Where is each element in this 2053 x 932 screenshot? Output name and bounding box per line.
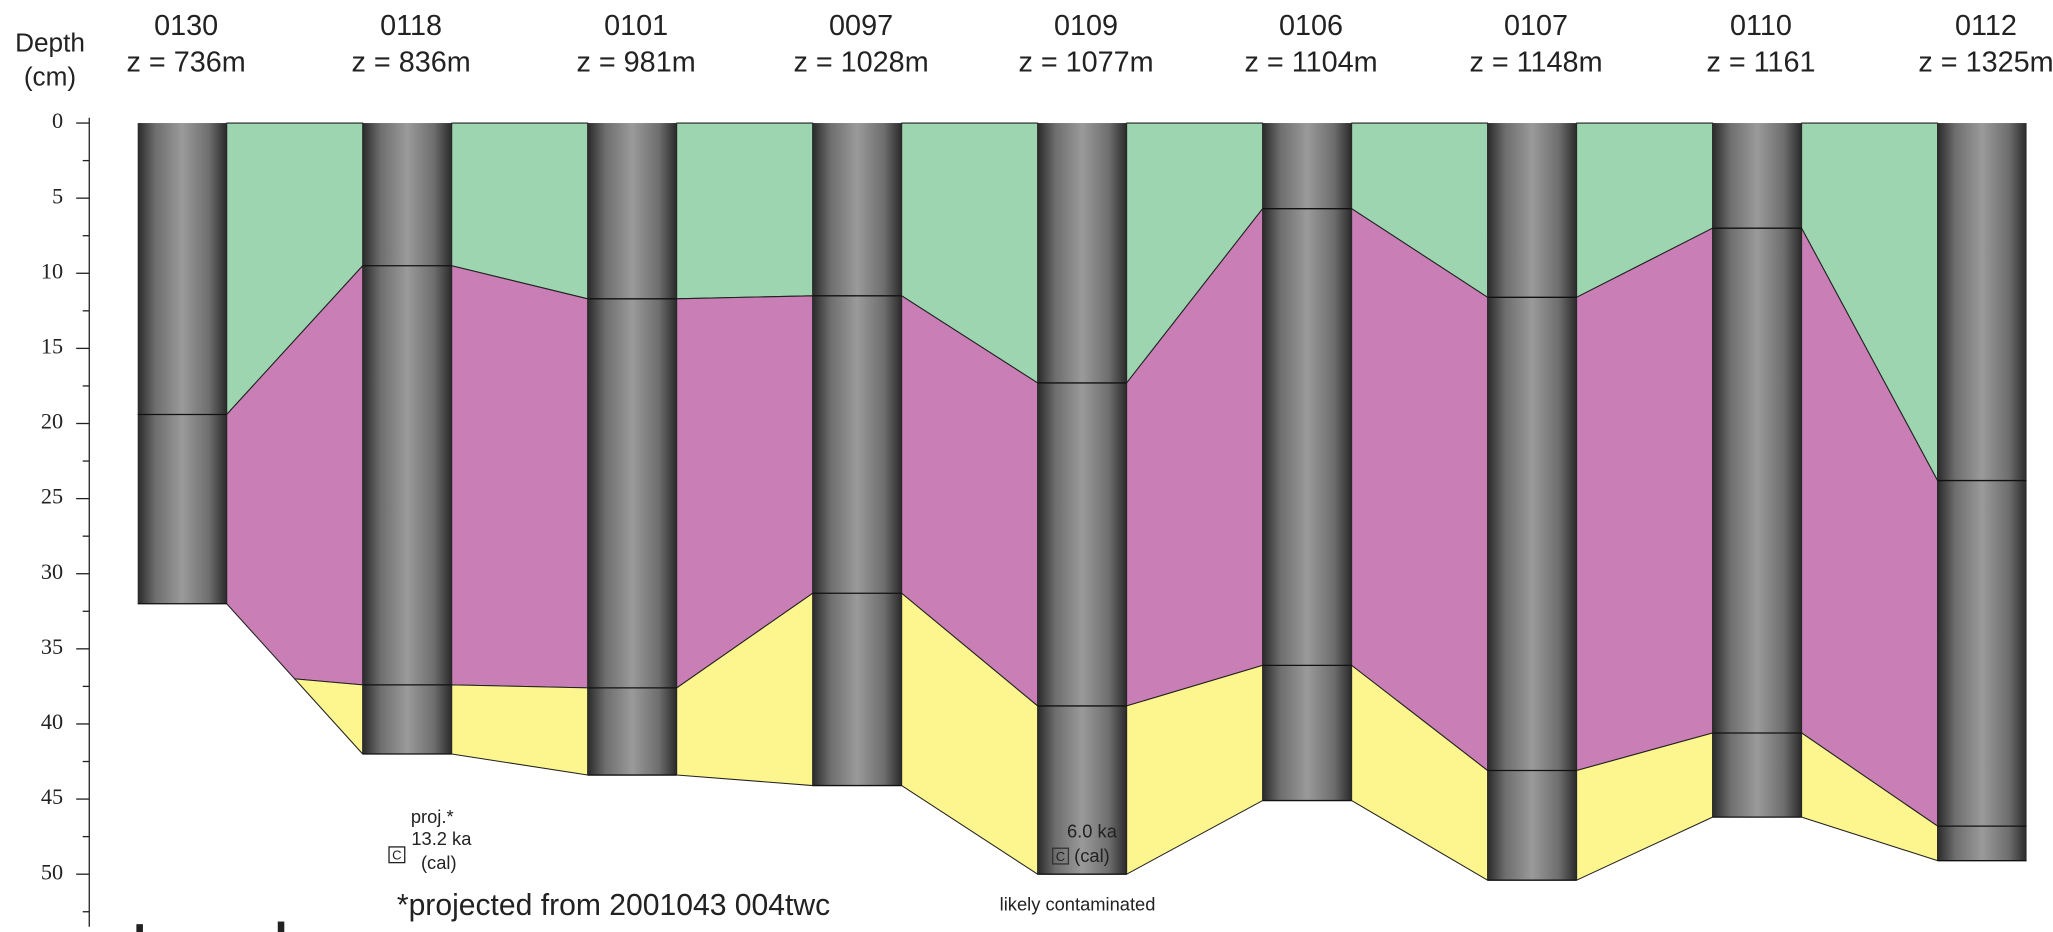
y-label: Depth bbox=[15, 27, 85, 57]
y-tick-label: 30 bbox=[41, 559, 63, 584]
unit-fill bbox=[452, 685, 588, 775]
core bbox=[1488, 123, 1577, 880]
y-tick-label: 50 bbox=[41, 859, 63, 884]
core-name: 0130 bbox=[154, 10, 218, 42]
y-tick-label: 0 bbox=[52, 108, 63, 133]
core-elevation: z = 1077m bbox=[1018, 47, 1153, 79]
y-tick-label: 25 bbox=[41, 484, 63, 509]
y-tick-label: 10 bbox=[41, 258, 63, 283]
chart: Depth (cm) 0130 z = 736m 0118 z = 836m 0101 z… bbox=[0, 0, 2053, 932]
core-elevation: z = 1104m bbox=[1245, 47, 1378, 79]
core-name: 0097 bbox=[829, 10, 893, 42]
core bbox=[1038, 123, 1127, 874]
core-name: 0118 bbox=[380, 10, 442, 42]
annotation: (cal) bbox=[421, 852, 457, 873]
y-tick-label: 5 bbox=[52, 183, 63, 208]
core-name: 0110 bbox=[1730, 10, 1792, 42]
y-tick-label: 45 bbox=[41, 784, 63, 809]
footnote: *projected from 2001043 004twc bbox=[397, 889, 830, 922]
core-elevation: z = 981m bbox=[577, 47, 696, 79]
annotation: proj.* bbox=[411, 806, 454, 827]
annotation: C bbox=[392, 848, 401, 863]
core-elevation: z = 736m bbox=[127, 47, 246, 79]
annotation: likely contaminated bbox=[1000, 894, 1156, 915]
unit-fill bbox=[295, 679, 363, 754]
annotation: C bbox=[1056, 849, 1065, 864]
legend-fragment bbox=[136, 924, 143, 932]
core-elevation: z = 1148m bbox=[1469, 47, 1602, 79]
y-tick-label: 35 bbox=[41, 634, 63, 659]
core-name: 0112 bbox=[1955, 10, 2017, 42]
y-label: (cm) bbox=[24, 61, 76, 91]
y-tick-label: 15 bbox=[41, 333, 63, 358]
core bbox=[138, 123, 227, 604]
core-name: 0109 bbox=[1054, 10, 1118, 42]
y-tick-label: 20 bbox=[41, 409, 63, 434]
unit-fill bbox=[1577, 228, 1713, 770]
unit-fill bbox=[452, 266, 588, 688]
core-elevation: z = 1325m bbox=[1918, 47, 2053, 79]
core-name: 0106 bbox=[1279, 10, 1343, 42]
core bbox=[1263, 123, 1352, 801]
core-elevation: z = 1161 bbox=[1706, 47, 1815, 79]
annotation: 13.2 ka bbox=[411, 828, 472, 849]
legend-fragment bbox=[278, 922, 285, 932]
core-elevation: z = 836m bbox=[352, 47, 471, 79]
core-elevation: z = 1028m bbox=[793, 47, 928, 79]
core bbox=[1713, 123, 1802, 817]
core bbox=[1938, 123, 2027, 861]
y-tick-label: 40 bbox=[41, 709, 63, 734]
core-name: 0107 bbox=[1504, 10, 1568, 42]
core bbox=[363, 123, 452, 754]
unit-fill bbox=[677, 123, 813, 299]
annotation: 6.0 ka bbox=[1067, 820, 1118, 841]
annotation: (cal) bbox=[1074, 845, 1110, 866]
core bbox=[813, 123, 902, 786]
core-name: 0101 bbox=[604, 10, 668, 42]
core bbox=[588, 123, 677, 775]
